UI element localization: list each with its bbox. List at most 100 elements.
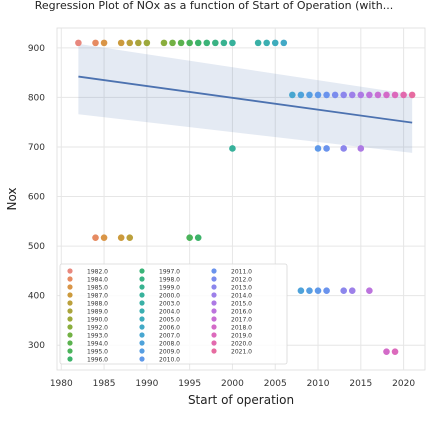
x-tick-label: 1995 — [178, 379, 201, 389]
legend-marker — [67, 332, 73, 338]
legend-marker — [139, 332, 145, 338]
data-point — [391, 348, 399, 355]
data-point — [314, 145, 322, 152]
legend-marker — [139, 276, 145, 282]
data-point — [143, 39, 151, 47]
legend-marker — [67, 268, 73, 274]
data-point — [366, 91, 373, 99]
data-point — [340, 91, 347, 99]
legend-label: 1982.0 — [87, 269, 108, 276]
legend-marker — [139, 324, 145, 330]
legend-label: 2021.0 — [231, 349, 252, 356]
data-point — [357, 145, 365, 152]
legend-label: 2011.0 — [231, 269, 252, 276]
data-point — [160, 39, 168, 47]
regression-line — [78, 75, 413, 124]
data-point — [169, 39, 176, 47]
data-point — [323, 287, 330, 294]
legend-label: 1995.0 — [87, 349, 108, 356]
legend-marker — [67, 340, 73, 346]
data-point — [408, 91, 416, 99]
legend-label: 2012.0 — [231, 277, 252, 284]
legend-marker — [139, 356, 145, 362]
legend-marker — [67, 308, 73, 314]
data-point — [340, 287, 347, 294]
legend-label: 2016.0 — [231, 309, 252, 316]
data-point — [400, 91, 407, 99]
legend-marker — [67, 276, 73, 282]
data-point — [314, 91, 322, 99]
data-point — [194, 39, 202, 47]
data-point — [126, 234, 134, 241]
chart-title: Regression Plot of NOx as a function of … — [35, 0, 393, 12]
y-tick-label: 300 — [28, 341, 45, 351]
data-point — [92, 234, 99, 241]
data-point — [194, 234, 202, 241]
data-point — [323, 91, 330, 99]
data-point — [220, 39, 228, 47]
legend-label: 2018.0 — [231, 325, 252, 332]
points-layer — [75, 39, 416, 355]
x-tick-label: 2005 — [264, 379, 287, 389]
x-axis-label: Start of operation — [188, 393, 294, 407]
legend-label: 2020.0 — [231, 341, 252, 348]
legend-label: 2010.0 — [159, 357, 180, 364]
legend-marker — [139, 268, 145, 274]
legend-label: 1997.0 — [159, 269, 180, 276]
data-point — [297, 91, 305, 99]
data-point — [117, 234, 125, 241]
legend-marker — [67, 348, 73, 354]
legend-label: 2003.0 — [159, 301, 180, 308]
legend-label: 2009.0 — [159, 349, 180, 356]
data-point — [323, 145, 330, 152]
legend-label: 1994.0 — [87, 341, 108, 348]
legend-label: 2008.0 — [159, 341, 180, 348]
legend-label: 2013.0 — [231, 285, 252, 292]
legend-marker — [139, 300, 145, 306]
legend-marker — [67, 292, 73, 298]
x-tick-label: 1990 — [135, 379, 158, 389]
legend-label: 2017.0 — [231, 317, 252, 324]
legend-label: 1998.0 — [159, 277, 180, 284]
data-point — [100, 234, 108, 241]
legend-marker — [211, 276, 217, 282]
y-tick-label: 400 — [28, 292, 45, 302]
data-point — [135, 39, 142, 47]
x-tick-label: 2000 — [221, 379, 244, 389]
data-point — [126, 39, 134, 47]
data-point — [177, 39, 185, 47]
data-point — [212, 39, 219, 47]
legend-label: 1992.0 — [87, 325, 108, 332]
data-point — [366, 287, 373, 294]
y-tick-label: 600 — [28, 193, 45, 203]
legend-label: 1993.0 — [87, 333, 108, 340]
regression-line-layer — [78, 75, 413, 124]
y-tick-label: 800 — [28, 93, 45, 103]
legend-label: 2015.0 — [231, 301, 252, 308]
legend-marker — [211, 348, 217, 354]
legend-marker — [139, 316, 145, 322]
legend-marker — [211, 324, 217, 330]
data-point — [374, 91, 382, 99]
legend-marker — [211, 316, 217, 322]
legend-label: 1987.0 — [87, 293, 108, 300]
legend-marker — [211, 284, 217, 290]
legend-label: 2006.0 — [159, 325, 180, 332]
legend-box — [59, 263, 288, 365]
data-point — [383, 91, 390, 99]
data-point — [263, 39, 270, 47]
data-point — [280, 39, 288, 47]
data-point — [254, 39, 262, 47]
legend-marker — [139, 348, 145, 354]
x-tick-label: 2020 — [392, 379, 415, 389]
data-point — [314, 287, 322, 294]
y-tick-label: 500 — [28, 242, 45, 252]
x-tick-label: 1980 — [50, 379, 73, 389]
legend-marker — [211, 300, 217, 306]
y-tick-label: 700 — [28, 143, 45, 153]
data-point — [92, 39, 99, 47]
legend-marker — [67, 356, 73, 362]
legend-marker — [211, 292, 217, 298]
